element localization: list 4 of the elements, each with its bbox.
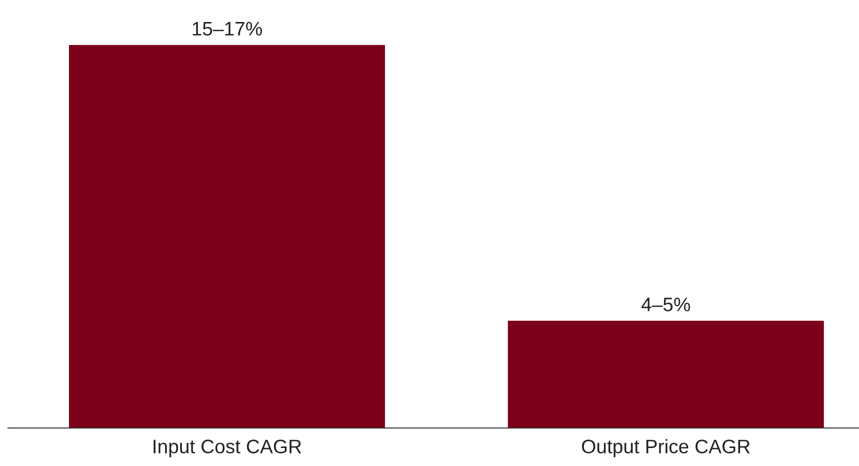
data-label: 4–5% [641, 298, 690, 312]
x-tick-label: Output Price CAGR [582, 439, 750, 458]
x-tick-label: Input Cost CAGR [154, 440, 302, 458]
data-label: 15–17% [192, 22, 262, 36]
